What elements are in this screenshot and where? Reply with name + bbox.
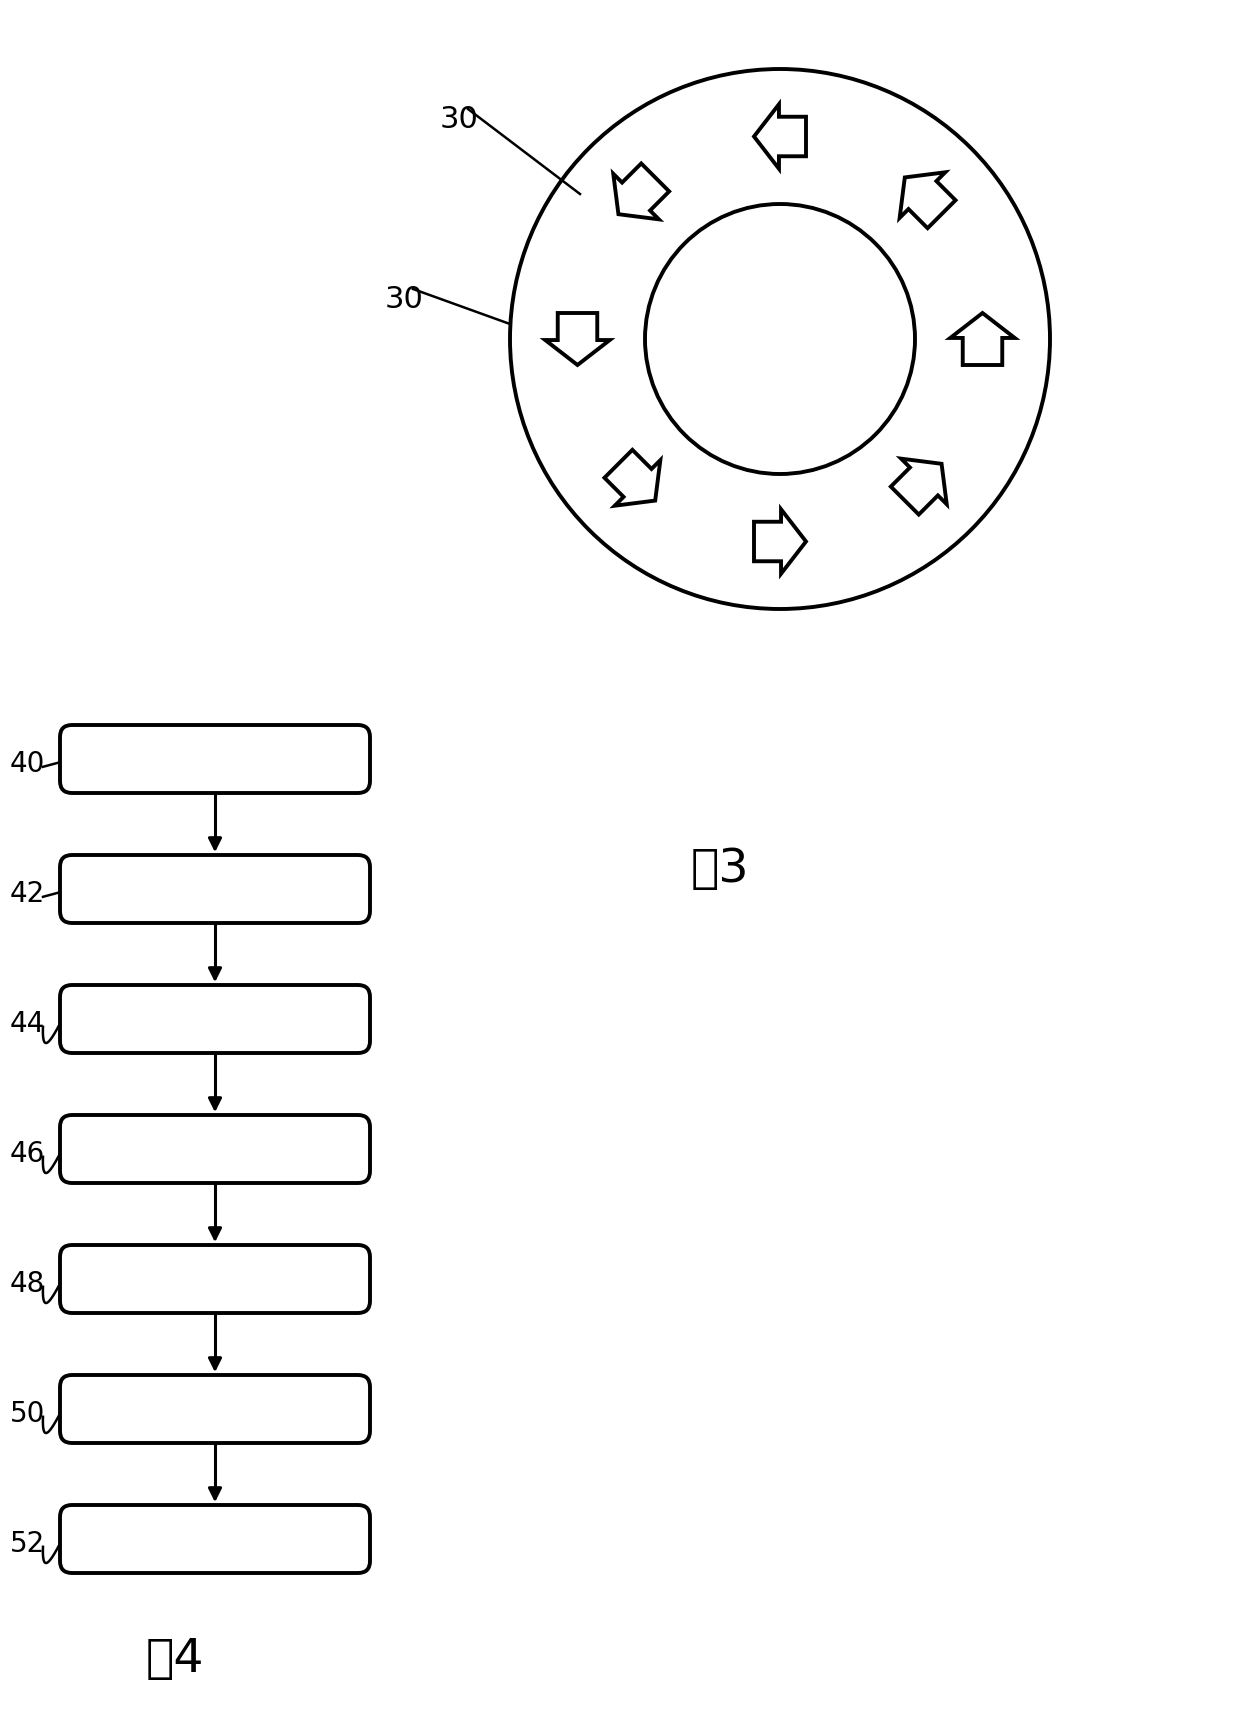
- FancyBboxPatch shape: [60, 1505, 370, 1573]
- Text: 图3: 图3: [691, 847, 749, 891]
- Text: 30: 30: [440, 105, 479, 134]
- Polygon shape: [546, 314, 610, 365]
- Polygon shape: [890, 459, 946, 516]
- Polygon shape: [754, 511, 806, 574]
- Text: 52: 52: [10, 1529, 45, 1556]
- Text: 30: 30: [384, 285, 424, 314]
- Polygon shape: [900, 173, 956, 230]
- Polygon shape: [754, 105, 806, 170]
- Polygon shape: [614, 165, 670, 219]
- Text: 图4: 图4: [146, 1637, 205, 1681]
- FancyBboxPatch shape: [60, 1375, 370, 1443]
- Text: 50: 50: [10, 1399, 45, 1428]
- Text: 46: 46: [10, 1140, 45, 1167]
- FancyBboxPatch shape: [60, 725, 370, 794]
- Text: 48: 48: [10, 1268, 45, 1297]
- Polygon shape: [604, 451, 661, 506]
- FancyBboxPatch shape: [60, 1116, 370, 1183]
- Text: 44: 44: [10, 1010, 45, 1037]
- Text: 42: 42: [10, 879, 45, 907]
- FancyBboxPatch shape: [60, 986, 370, 1054]
- Text: 40: 40: [10, 749, 45, 778]
- FancyBboxPatch shape: [60, 1246, 370, 1313]
- FancyBboxPatch shape: [60, 855, 370, 924]
- Polygon shape: [950, 314, 1014, 365]
